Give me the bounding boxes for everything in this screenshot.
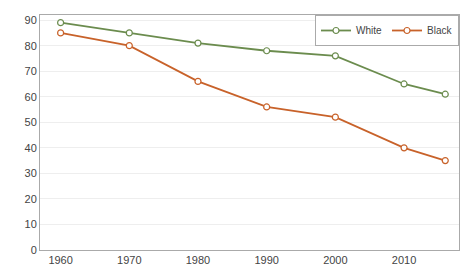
svg-text:0: 0 [31,244,37,256]
svg-text:1990: 1990 [254,254,278,266]
svg-text:2000: 2000 [323,254,347,266]
svg-text:60: 60 [25,91,37,103]
svg-text:30: 30 [25,167,37,179]
svg-text:1970: 1970 [117,254,141,266]
svg-text:20: 20 [25,193,37,205]
svg-text:40: 40 [25,142,37,154]
svg-text:White: White [356,25,382,36]
svg-text:10: 10 [25,218,37,230]
svg-text:Black: Black [427,25,452,36]
svg-text:50: 50 [25,116,37,128]
svg-text:80: 80 [25,40,37,52]
svg-text:90: 90 [25,14,37,26]
svg-text:2010: 2010 [392,254,416,266]
svg-text:1980: 1980 [186,254,210,266]
svg-text:1960: 1960 [48,254,72,266]
svg-text:70: 70 [25,65,37,77]
